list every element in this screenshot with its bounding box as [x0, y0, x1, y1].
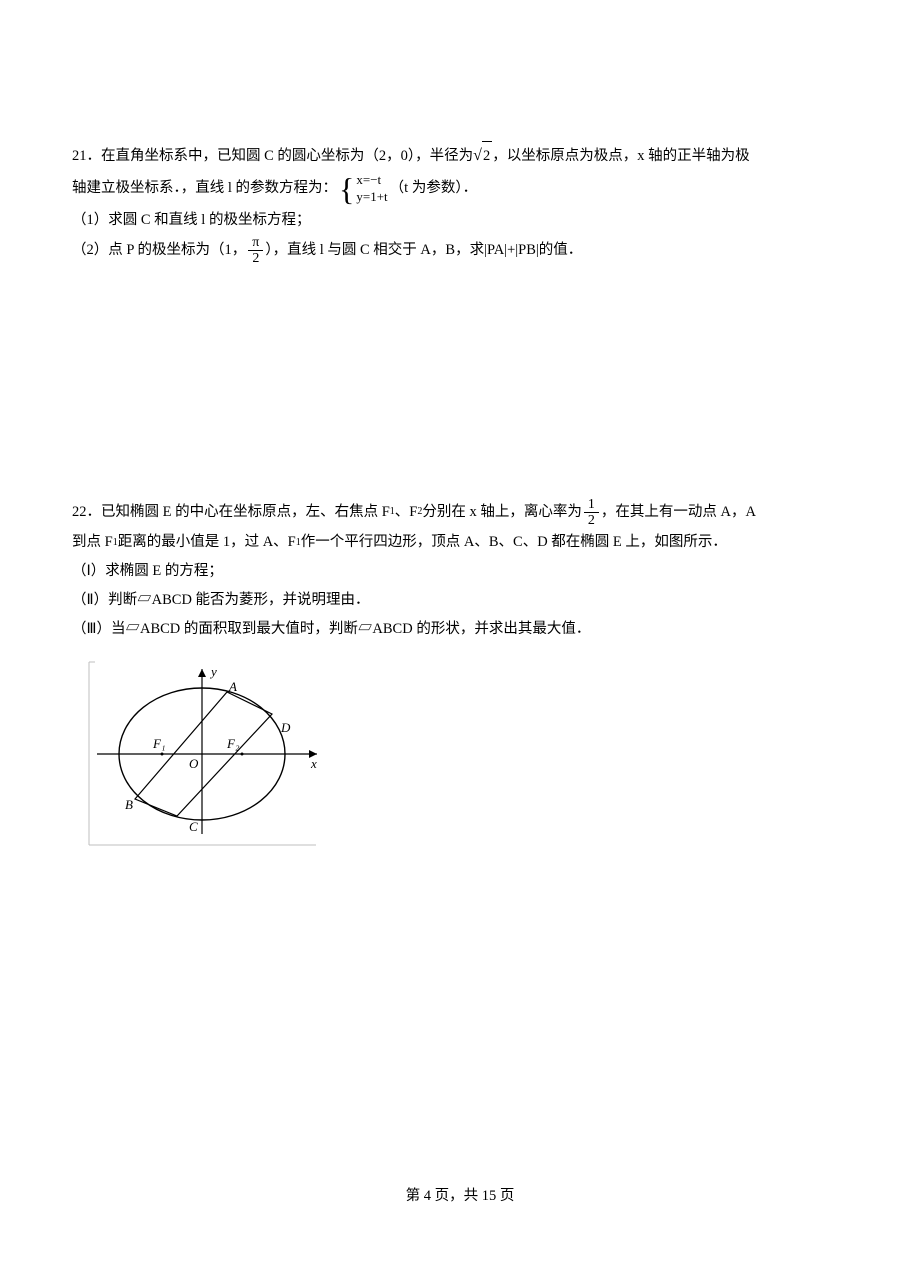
svg-text:C: C — [189, 819, 198, 834]
footer-pre: 第 — [406, 1188, 424, 1204]
p21-line-1: 21． 在直角坐标系中，已知圆 C 的圆心坐标为（2，0），半径为 2 ，以坐标… — [72, 140, 848, 172]
frac-den-22: 2 — [584, 513, 599, 528]
footer-mid: 页，共 — [431, 1188, 482, 1204]
problem-22: 22． 已知椭圆 E 的中心在坐标原点，左、右焦点 F 1 、F 2 分别在 x 轴… — [72, 497, 848, 861]
frac-den: 2 — [248, 251, 263, 266]
svg-text:A: A — [228, 679, 237, 694]
frac-num-22: 1 — [584, 497, 599, 513]
p21-part1-text: （1）求圆 C 和直线 l 的极坐标方程； — [72, 206, 310, 235]
ellipse-figure: y x O A B C D F₁ F₂ — [87, 654, 848, 860]
p21-intro-post: ，以坐标原点为极点，x 轴的正半轴为极 — [492, 142, 749, 171]
p22-line-1: 22． 已知椭圆 E 的中心在坐标原点，左、右焦点 F 1 、F 2 分别在 x 轴… — [72, 497, 848, 529]
p22-intro-mid1: 、F — [395, 498, 418, 527]
fraction-1-2: 1 2 — [584, 497, 599, 529]
p22-line2-pre: 到点 F — [72, 528, 113, 557]
param-eq-2: y=1+t — [356, 189, 387, 206]
fraction-pi-2: π 2 — [248, 235, 263, 267]
ellipse-diagram: y x O A B C D F₁ F₂ — [87, 654, 320, 849]
parametric-system: { x=−t y=1+t — [339, 172, 388, 206]
svg-text:D: D — [280, 720, 291, 735]
svg-text:B: B — [125, 797, 133, 812]
footer-post: 页 — [496, 1188, 514, 1204]
p22-number: 22． — [72, 498, 101, 527]
footer-page: 4 — [424, 1188, 431, 1204]
svg-text:F₁: F₁ — [152, 736, 165, 751]
p21-line2-pre: 轴建立极坐标系．，直线 l 的参数方程为： — [72, 174, 337, 203]
p21-part2-pre: （2）点 P 的极坐标为（1， — [72, 236, 246, 265]
svg-text:x: x — [310, 756, 317, 771]
p22-intro-pre: 已知椭圆 E 的中心在坐标原点，左、右焦点 F — [101, 498, 390, 527]
spacer — [72, 317, 848, 497]
p21-part2-post: ），直线 l 与圆 C 相交于 A，B，求|PA|+|PB|的值． — [265, 236, 582, 265]
param-eq-1: x=−t — [356, 172, 387, 189]
p22-part1-text: （Ⅰ）求椭圆 E 的方程； — [72, 557, 223, 586]
p22-part2-text: （Ⅱ）判断▱ABCD 能否为菱形，并说明理由． — [72, 586, 370, 615]
svg-text:y: y — [209, 664, 217, 679]
p22-part1: （Ⅰ）求椭圆 E 的方程； — [72, 557, 848, 586]
p21-number: 21． — [72, 142, 101, 171]
svg-text:O: O — [189, 756, 199, 771]
footer-total: 15 — [482, 1188, 497, 1204]
p22-part3-text: （Ⅲ）当▱ABCD 的面积取到最大值时，判断▱ABCD 的形状，并求出其最大值． — [72, 615, 590, 644]
p22-part2: （Ⅱ）判断▱ABCD 能否为菱形，并说明理由． — [72, 586, 848, 615]
problem-21: 21． 在直角坐标系中，已知圆 C 的圆心坐标为（2，0），半径为 2 ，以坐标… — [72, 140, 848, 267]
p22-intro-mid2: 分别在 x 轴上，离心率为 — [422, 498, 582, 527]
svg-text:F₂: F₂ — [226, 736, 240, 751]
p22-intro-post: ，在其上有一动点 A，A — [601, 498, 756, 527]
frac-num: π — [248, 235, 263, 251]
page-footer: 第 4 页，共 15 页 — [0, 1184, 920, 1205]
p21-intro-pre: 在直角坐标系中，已知圆 C 的圆心坐标为（2，0），半径为 — [101, 142, 473, 171]
sqrt-value: 2 — [482, 141, 492, 171]
p21-line2-post: （t 为参数）． — [390, 174, 477, 203]
p21-part1: （1）求圆 C 和直线 l 的极坐标方程； — [72, 206, 848, 235]
p22-line2-mid: 距离的最小值是 1，过 A、F — [118, 528, 296, 557]
p22-part3: （Ⅲ）当▱ABCD 的面积取到最大值时，判断▱ABCD 的形状，并求出其最大值． — [72, 615, 848, 644]
p22-line-2: 到点 F1 距离的最小值是 1，过 A、F1 作一个平行四边形，顶点 A、B、C… — [72, 528, 848, 557]
p21-line-2: 轴建立极坐标系．，直线 l 的参数方程为： { x=−t y=1+t （t 为参… — [72, 172, 848, 206]
brace-content: x=−t y=1+t — [356, 172, 387, 206]
sqrt-symbol: 2 — [473, 140, 492, 172]
p21-part2: （2）点 P 的极坐标为（1， π 2 ），直线 l 与圆 C 相交于 A，B，… — [72, 235, 848, 267]
p22-line2-post: 作一个平行四边形，顶点 A、B、C、D 都在椭圆 E 上，如图所示． — [301, 528, 727, 557]
